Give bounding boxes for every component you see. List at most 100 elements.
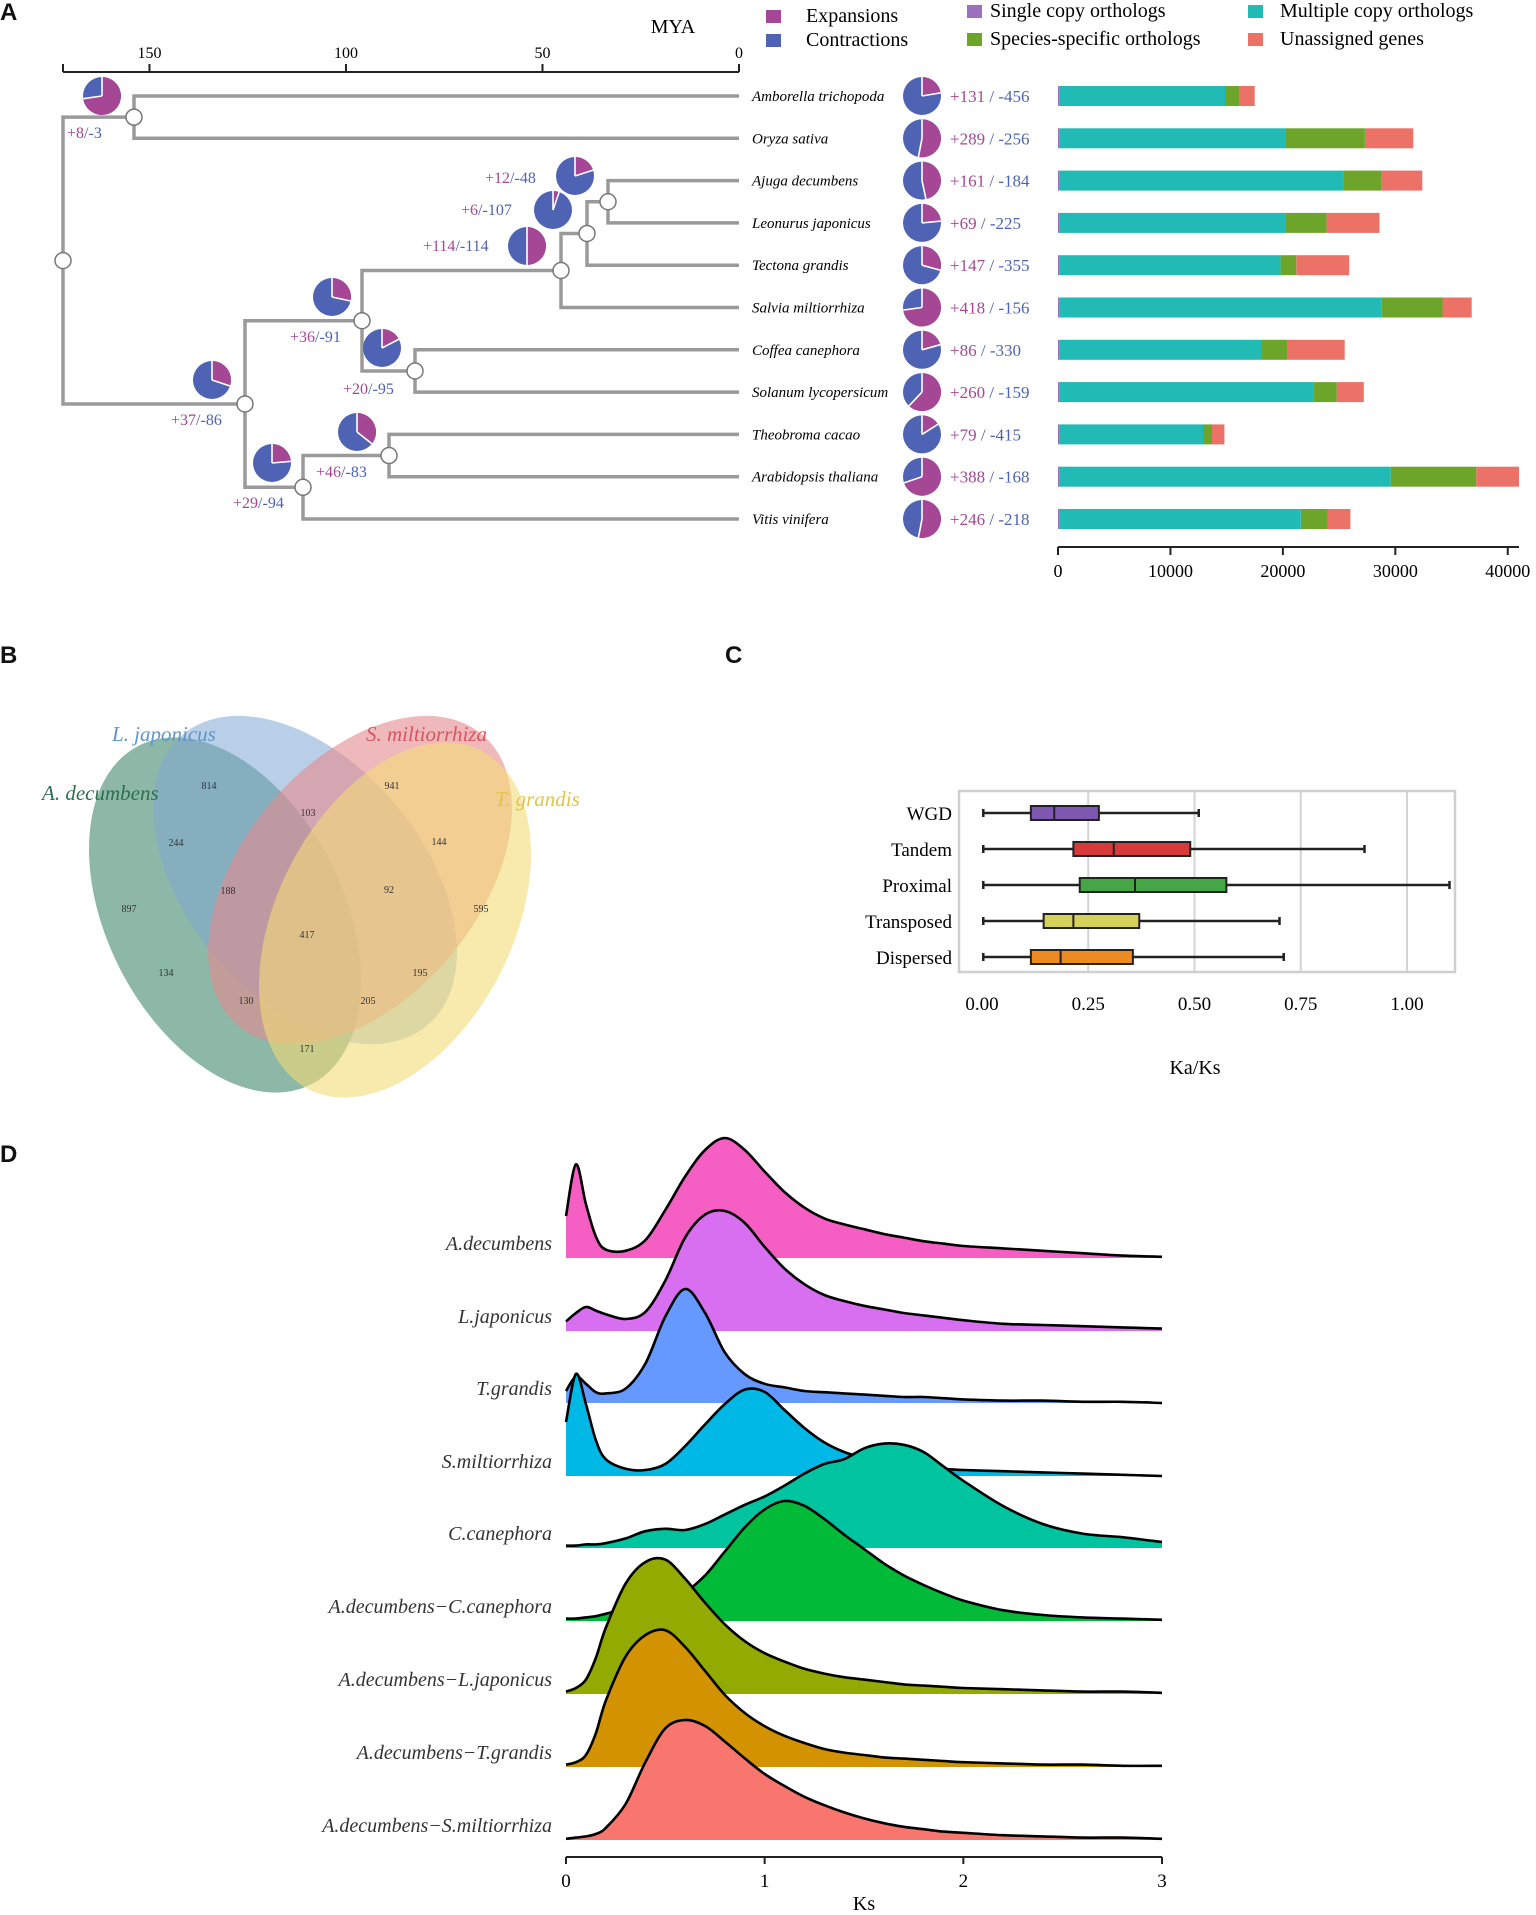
species-contraction-count: -256 [998, 129, 1029, 148]
node-expansion-count: +20 [343, 381, 368, 398]
legend-label-species_specific: Species-specific orthologs [990, 28, 1201, 50]
node-expansion-count: +36 [290, 329, 315, 346]
category-label: Transposed [865, 912, 952, 933]
node-contraction-count: -3 [88, 125, 101, 142]
venn-region-count: 897 [122, 904, 137, 915]
legend-label-multiple_copy: Multiple copy orthologs [1280, 0, 1474, 22]
node-pie-divider [331, 296, 351, 302]
bar-segment-specific [1261, 339, 1288, 360]
species-pie-expansion [922, 77, 941, 96]
ridge-outline [565, 1628, 1163, 1768]
bar-segment-single [1058, 382, 1060, 403]
bar-axis: 0 10000 20000 30000 40000 [1054, 546, 1530, 581]
tree-branch [61, 115, 134, 261]
bar-segment-single [1058, 297, 1060, 318]
species-expansion-count: +388 [950, 468, 985, 487]
category-label: Proximal [882, 876, 952, 897]
venn-region-count: 134 [159, 968, 174, 979]
tree-branch [132, 94, 739, 118]
ks-tick-label: 2 [959, 1871, 969, 1892]
node-pie [313, 278, 351, 316]
tree-node [125, 108, 143, 126]
species-separator: / [985, 87, 998, 106]
bar-segment-single [1058, 86, 1060, 106]
ridge-label: A.decumbens [444, 1233, 552, 1255]
node-pie-expansion [272, 444, 291, 463]
node-pie-divider [83, 95, 103, 100]
species-pie [903, 246, 942, 285]
species-expansion-count: +86 [950, 341, 977, 360]
x-tick-label: 0.25 [1072, 994, 1105, 1015]
species-contraction-count: -225 [990, 214, 1021, 233]
x-tick-label: 1.00 [1390, 994, 1423, 1015]
ridge-label: S.miltiorrhiza [442, 1451, 552, 1473]
bar-segment-unassigned [1239, 86, 1255, 106]
bar-axis-tick-label: 0 [1054, 561, 1063, 581]
node-contraction-count: -107 [482, 202, 511, 219]
ridge-area [566, 1210, 1162, 1331]
ridge-outline [565, 1556, 1163, 1695]
species-change-label: +86 / -330 [950, 341, 1021, 360]
venn-region-count: 417 [300, 930, 315, 941]
species-pie-divider [908, 391, 923, 407]
species-separator: / [977, 341, 990, 360]
bar-segment-multiple [1059, 382, 1314, 403]
ks-ridgeline: A.decumbens L.japonicus T.grandis S.miltior… [320, 1136, 1167, 1915]
node-contraction-count: -86 [200, 412, 221, 429]
species-pie-divider [903, 306, 923, 311]
node-pie-expansion [212, 361, 231, 386]
tree-branch [360, 268, 561, 321]
species-separator: / [985, 299, 998, 318]
venn-set-label: S. miltiorrhiza [366, 722, 487, 746]
venn-region-count: 103 [301, 808, 316, 819]
node-pie [253, 444, 291, 482]
species-expansion-count: +246 [950, 510, 985, 529]
species-name: Vitis vinifera [752, 512, 829, 528]
bar-segment-multiple [1059, 86, 1226, 106]
node-contraction-count: -114 [460, 238, 489, 255]
species-expansion-count: +418 [950, 299, 985, 318]
node-pie-expansion [527, 227, 546, 265]
species-name: Theobroma cacao [752, 427, 861, 443]
ridge-label: T.grandis [476, 1378, 552, 1400]
node-separator: / [455, 238, 460, 255]
venn-region-count: 144 [432, 837, 447, 848]
bar-segment-single [1058, 128, 1060, 149]
node-separator: / [84, 125, 89, 142]
bar-segment-specific [1343, 170, 1382, 191]
legend-swatch-species_specific [967, 33, 982, 46]
ridge-label: A.decumbens−C.canephora [327, 1596, 552, 1618]
species-expansion-count: +161 [950, 172, 985, 191]
x-tick-label: 0.50 [1178, 994, 1211, 1015]
x-tick-label: 0.75 [1284, 994, 1317, 1015]
species-contraction-count: -218 [998, 510, 1029, 529]
node-expansion-count: +46 [316, 464, 341, 481]
bar-segment-unassigned [1212, 424, 1225, 445]
ks-tick-label: 0 [561, 1871, 571, 1892]
bar-segment-multiple [1059, 128, 1286, 149]
bar-segment-unassigned [1336, 382, 1364, 403]
species-contraction-count: -184 [998, 172, 1030, 191]
panel-d: D A.decumbens L.japonicus T.grandis S.milti… [0, 1136, 1167, 1915]
panel-b-letter: B [0, 642, 17, 669]
species-pie-expansion [922, 415, 939, 435]
species-separator: / [985, 256, 998, 275]
species-name: Salvia miltiorrhiza [752, 301, 865, 317]
species-name: Coffea canephora [752, 343, 860, 359]
ridge-outline [564, 1136, 1163, 1259]
time-axis-tick-label: 0 [735, 45, 743, 62]
species-pie [903, 288, 942, 327]
species-expansion-count: +260 [950, 383, 985, 402]
box-iqr [1029, 805, 1100, 821]
species-pie-divider [917, 518, 923, 538]
legend-swatch-contractions [766, 34, 781, 47]
ks-tick-label: 3 [1157, 1871, 1167, 1892]
node-pie-divider [574, 169, 594, 177]
legend-swatch-expansions [766, 10, 781, 23]
bar-segment-multiple [1059, 424, 1203, 445]
bar-segment-multiple [1059, 297, 1382, 318]
node-pie-divider [552, 191, 560, 211]
venn-set-label: T. grandis [495, 787, 580, 811]
